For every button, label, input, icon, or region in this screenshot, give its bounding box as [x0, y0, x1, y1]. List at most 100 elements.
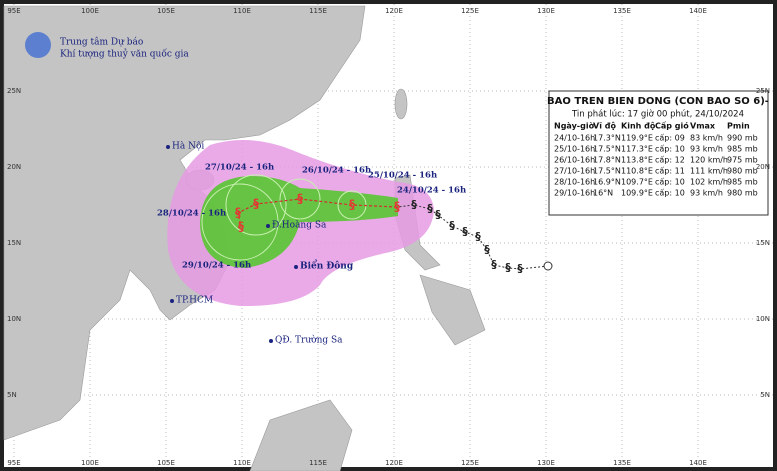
table-cell: 17.5°N: [593, 145, 621, 154]
lon-label: 95E: [7, 459, 20, 467]
table-cell: 27/10-16h: [554, 167, 595, 176]
table-cell: cấp: 10: [655, 177, 685, 187]
past-storm-icon: §: [427, 202, 433, 215]
lon-label: 115E: [309, 459, 327, 467]
table-cell: 117.3°E: [621, 145, 653, 154]
forecast-storm-icon: §: [297, 192, 303, 206]
past-storm-icon: §: [411, 198, 417, 211]
past-storm-icon: §: [517, 262, 523, 275]
table-cell: 28/10-16h: [554, 178, 595, 187]
lon-label: 120E: [385, 459, 403, 467]
wind-radius: [201, 174, 367, 261]
forecast-time-label: 28/10/24 - 16h: [157, 209, 226, 219]
past-positions: §§§§§§§§§§: [411, 198, 523, 275]
table-cell: 120 km/h: [690, 156, 728, 165]
lat-label: 25N: [756, 87, 770, 95]
column-header: Cấp gió: [655, 121, 689, 131]
table-cell: 109.7°E: [621, 178, 653, 187]
forecast-storm-icon: §: [253, 197, 259, 211]
table-cell: 17.3°N: [593, 134, 621, 143]
table-cell: 980 mb: [727, 189, 758, 198]
lon-label: 130E: [537, 459, 555, 467]
place-dot: [269, 339, 273, 343]
past-storm-icon: §: [505, 261, 511, 274]
lon-label: 140E: [689, 459, 707, 467]
lon-label: 130E: [537, 7, 555, 15]
bulletin-box: [548, 90, 769, 216]
table-cell: 985 mb: [727, 145, 758, 154]
place-label: Biển Đông: [300, 260, 354, 272]
table-cell: 111 km/h: [690, 167, 728, 176]
place-dot: [170, 299, 174, 303]
table-cell: 119.9°E: [621, 134, 653, 143]
strong-wind-zone: [200, 176, 398, 268]
lon-label: 120E: [385, 7, 403, 15]
org-name: Trung tâm Dự báo: [60, 37, 143, 48]
forecast-storm-icon: §: [235, 206, 241, 220]
table-cell: 113.8°E: [621, 156, 653, 165]
column-header: Kinh độ: [621, 122, 656, 131]
lon-label: 125E: [461, 7, 479, 15]
table-cell: cấp: 11: [655, 166, 685, 176]
forecast-storm-icon: §: [394, 200, 400, 214]
table-cell: 985 mb: [727, 178, 758, 187]
table-cell: 93 km/h: [690, 145, 723, 154]
lat-label: 5N: [760, 391, 770, 399]
forecast-time-label: 24/10/24 - 16h: [397, 186, 466, 196]
lon-label: 135E: [613, 459, 631, 467]
lat-label: 15N: [756, 239, 770, 247]
logo: [25, 32, 51, 58]
bulletin-issued: Tin phát lúc: 17 giờ 00 phút, 24/10/2024: [571, 109, 744, 120]
past-track: [396, 204, 549, 270]
lat-label: 5N: [7, 391, 17, 399]
table-cell: cấp: 12: [655, 155, 685, 165]
table-cell: 975 mb: [727, 156, 758, 165]
lat-label: 10N: [7, 315, 21, 323]
table-cell: 93 km/h: [690, 189, 723, 198]
column-header: Vmax: [690, 122, 716, 131]
place-label: Đ.Hoàng Sa: [272, 220, 327, 231]
place-label: TP.HCM: [176, 296, 213, 306]
lon-label: 100E: [81, 459, 99, 467]
lon-label: 135E: [613, 7, 631, 15]
past-storm-icon: §: [449, 219, 455, 232]
forecast-time-label: 27/10/24 - 16h: [205, 163, 274, 173]
table-cell: 980 mb: [727, 167, 758, 176]
bulletin-title: BAO TREN BIEN DONG (CON BAO SO 6)-: [547, 96, 769, 107]
lat-label: 15N: [7, 239, 21, 247]
lon-label: 140E: [689, 7, 707, 15]
origin-point: [543, 261, 553, 271]
lat-label: 10N: [756, 315, 770, 323]
past-storm-icon: §: [462, 225, 468, 238]
forecast-positions: §§§§§§: [235, 192, 400, 234]
forecast-time-label: 25/10/24 - 16h: [368, 171, 437, 181]
lon-label: 115E: [309, 7, 327, 15]
table-cell: 25/10-16h: [554, 145, 595, 154]
table-cell: 16°N: [593, 189, 613, 198]
lat-label: 25N: [7, 87, 21, 95]
past-storm-icon: §: [435, 208, 441, 221]
place-dot: [266, 224, 270, 228]
forecast-track: [237, 198, 398, 228]
place-label: QĐ. Trường Sa: [275, 335, 343, 346]
place-dot: [294, 265, 298, 269]
table-cell: 29/10-16h: [554, 189, 595, 198]
column-header: Ngày-giờ: [554, 121, 595, 131]
lon-label: 105E: [157, 459, 175, 467]
lon-label: 100E: [81, 7, 99, 15]
table-cell: cấp: 09: [655, 133, 685, 143]
past-storm-icon: §: [484, 243, 490, 256]
lon-label: 125E: [461, 459, 479, 467]
table-cell: 109.9°E: [621, 189, 653, 198]
table-cell: cấp: 10: [655, 144, 685, 154]
past-storm-icon: §: [475, 230, 481, 243]
lon-label: 110E: [233, 459, 251, 467]
lat-label: 20N: [7, 163, 21, 171]
table-cell: 26/10-16h: [554, 156, 595, 165]
org-name: Khí tượng thuỷ văn quốc gia: [60, 49, 189, 60]
table-cell: 990 mb: [727, 134, 758, 143]
column-header: Pmin: [727, 122, 750, 131]
lon-label: 105E: [157, 7, 175, 15]
forecast-time-label: 26/10/24 - 16h: [302, 166, 371, 176]
